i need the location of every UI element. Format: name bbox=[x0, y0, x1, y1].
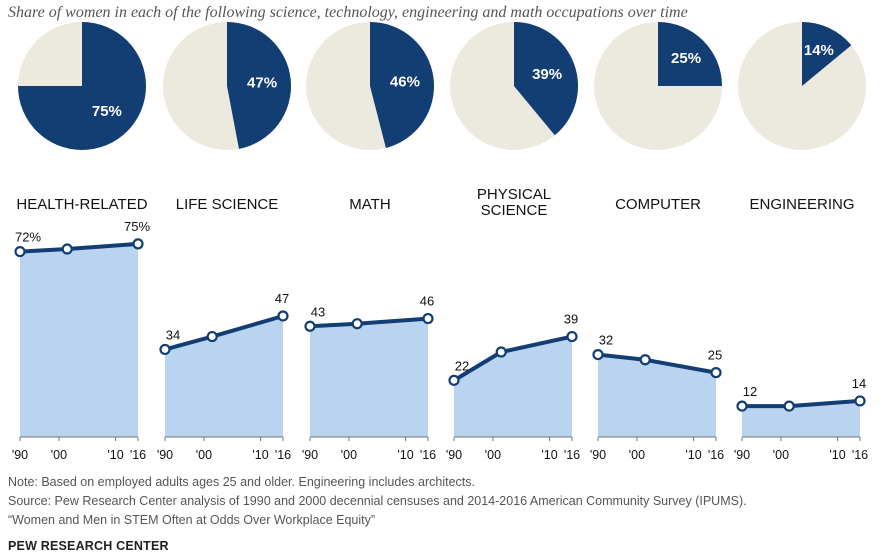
data-point bbox=[854, 395, 866, 407]
data-label: 39 bbox=[564, 312, 578, 327]
x-tick-label: '10 bbox=[107, 448, 123, 462]
panel-0 bbox=[14, 238, 144, 441]
data-label: 25 bbox=[708, 348, 722, 363]
pie-value-label: 46% bbox=[390, 74, 420, 91]
x-tick-label: '90 bbox=[734, 448, 750, 462]
pie-category-label: MATH bbox=[349, 196, 390, 213]
data-point bbox=[277, 310, 289, 322]
pie-value-label: 39% bbox=[532, 66, 562, 83]
pie-1 bbox=[163, 21, 292, 150]
pie-category-label: PHYSICAL bbox=[477, 186, 551, 203]
data-label: 34 bbox=[166, 327, 180, 342]
pie-slice bbox=[658, 22, 722, 86]
x-tick-label: '90 bbox=[302, 448, 318, 462]
chart-title: Share of women in each of the following … bbox=[8, 4, 688, 21]
pie-3 bbox=[450, 22, 579, 150]
x-tick-label: '00 bbox=[196, 448, 212, 462]
footer-report: “Women and Men in STEM Often at Odds Ove… bbox=[8, 513, 376, 527]
pie-2 bbox=[306, 22, 435, 150]
x-tick-label: '10 bbox=[829, 448, 845, 462]
data-label: 32 bbox=[599, 333, 613, 348]
pie-slice bbox=[514, 22, 579, 136]
area-fill bbox=[742, 400, 860, 437]
data-point bbox=[61, 243, 73, 255]
data-label: 46 bbox=[420, 294, 434, 309]
x-tick-label: '90 bbox=[590, 448, 606, 462]
x-tick-label: '16 bbox=[420, 448, 436, 462]
x-tick-label: '10 bbox=[397, 448, 413, 462]
footer-note: Note: Based on employed adults ages 25 a… bbox=[8, 475, 475, 489]
pie-slice bbox=[18, 22, 146, 150]
data-point bbox=[639, 354, 651, 366]
data-point bbox=[206, 330, 218, 343]
data-point bbox=[736, 400, 748, 412]
panel-1 bbox=[159, 310, 289, 441]
pie-slice bbox=[802, 22, 852, 86]
footer-source: Source: Pew Research Center analysis of … bbox=[8, 494, 747, 508]
x-tick-label: '10 bbox=[685, 448, 701, 462]
data-point bbox=[351, 318, 363, 330]
data-label: 43 bbox=[311, 304, 325, 319]
brand-name: PEW RESEARCH CENTER bbox=[8, 539, 169, 553]
pie-value-label: 75% bbox=[92, 103, 122, 120]
panel-4 bbox=[592, 349, 722, 441]
x-tick-label: '16 bbox=[275, 448, 291, 462]
data-point bbox=[710, 367, 722, 379]
x-tick-label: '00 bbox=[485, 448, 501, 462]
pie-value-label: 25% bbox=[671, 50, 701, 67]
x-tick-label: '16 bbox=[564, 448, 580, 462]
data-label: 14 bbox=[852, 376, 866, 391]
pie-0 bbox=[18, 22, 146, 150]
x-tick-label: '10 bbox=[541, 448, 557, 462]
x-tick-label: '00 bbox=[341, 448, 357, 462]
x-tick-label: '90 bbox=[446, 448, 462, 462]
pie-category-label: COMPUTER bbox=[615, 196, 701, 213]
data-label: 72% bbox=[15, 230, 41, 245]
pie-5 bbox=[738, 22, 866, 150]
panel-5 bbox=[736, 395, 866, 441]
x-tick-label: '10 bbox=[252, 448, 268, 462]
x-tick-label: '00 bbox=[773, 448, 789, 462]
area-fill bbox=[310, 318, 428, 437]
pie-value-label: 47% bbox=[247, 75, 277, 92]
area-fill bbox=[165, 316, 283, 437]
x-tick-label: '16 bbox=[130, 448, 146, 462]
x-tick-label: '16 bbox=[708, 448, 724, 462]
panel-2 bbox=[304, 312, 434, 441]
data-point bbox=[566, 330, 578, 343]
pie-value-label: 14% bbox=[804, 42, 834, 59]
data-label: 47 bbox=[275, 291, 289, 306]
data-point bbox=[592, 349, 604, 361]
data-point bbox=[783, 400, 795, 412]
pie-category-label: SCIENCE bbox=[481, 202, 548, 219]
x-tick-label: '00 bbox=[51, 448, 67, 462]
data-point bbox=[304, 320, 316, 332]
area-fill bbox=[598, 354, 716, 437]
pie-slice bbox=[227, 21, 292, 149]
pie-category-label: HEALTH-RELATED bbox=[16, 196, 147, 213]
data-point bbox=[132, 238, 144, 250]
area-fill bbox=[454, 336, 572, 437]
pie-4 bbox=[594, 22, 722, 150]
pie-category-label: ENGINEERING bbox=[749, 196, 854, 213]
data-point bbox=[448, 374, 460, 386]
data-point bbox=[159, 343, 171, 356]
pie-category-label: LIFE SCIENCE bbox=[176, 196, 279, 213]
data-point bbox=[495, 346, 507, 358]
data-point bbox=[422, 312, 434, 325]
data-label: 12 bbox=[743, 384, 757, 399]
x-tick-label: '00 bbox=[629, 448, 645, 462]
data-label: 22 bbox=[455, 358, 469, 373]
data-label: 75% bbox=[124, 219, 150, 234]
x-tick-label: '16 bbox=[852, 448, 868, 462]
panel-3 bbox=[448, 330, 578, 441]
area-fill bbox=[20, 243, 138, 437]
x-tick-label: '90 bbox=[12, 448, 28, 462]
pie-slice bbox=[370, 22, 435, 148]
data-point bbox=[14, 246, 26, 258]
x-tick-label: '90 bbox=[157, 448, 173, 462]
